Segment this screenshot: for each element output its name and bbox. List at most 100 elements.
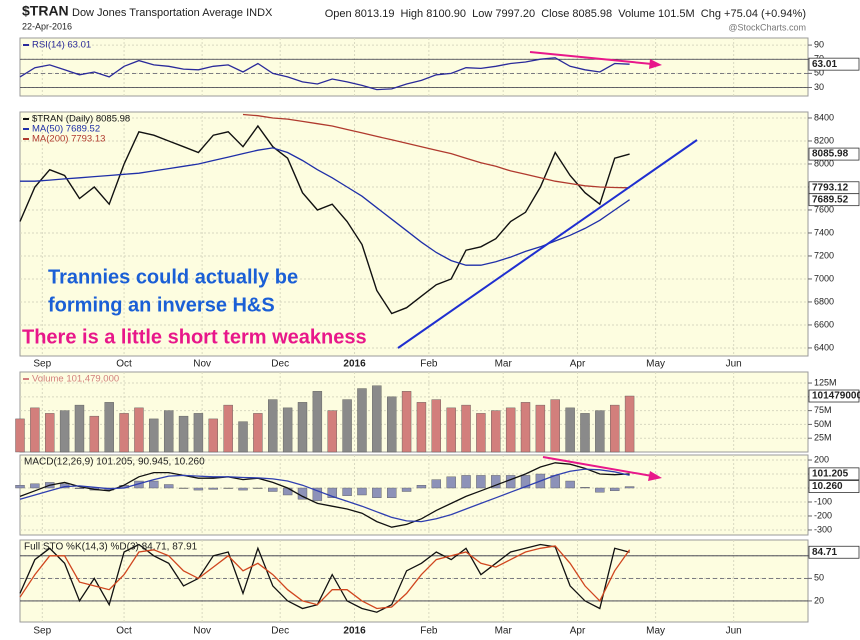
bar — [297, 402, 308, 453]
value-tag-label: 10.260 — [812, 481, 843, 492]
bar — [431, 479, 442, 489]
x-tick-label: Apr — [570, 626, 586, 637]
bar — [565, 407, 575, 453]
legend-entry: $TRAN (Daily) 8085.98 — [32, 114, 130, 125]
x-tick-label: May — [646, 359, 665, 370]
bar — [624, 395, 635, 453]
y-tick-label: 50 — [814, 68, 824, 78]
bar — [386, 487, 397, 498]
y-tick-label: 20 — [814, 595, 824, 605]
bar — [45, 413, 55, 453]
bar — [476, 475, 486, 489]
bar — [327, 410, 337, 453]
bar — [74, 487, 85, 489]
series-line — [19, 462, 630, 528]
bar — [580, 487, 590, 489]
y-tick-label: 125M — [814, 377, 837, 387]
value-tag-label: 101479000 — [812, 391, 860, 402]
x-tick-label: Dec — [271, 626, 289, 637]
bar — [15, 418, 25, 453]
series-line — [19, 545, 631, 610]
panel-background — [19, 37, 809, 97]
bar — [253, 413, 263, 453]
x-tick-label: Nov — [193, 359, 211, 370]
bar — [342, 487, 352, 496]
y-tick-label: 75M — [814, 405, 832, 415]
bar — [193, 413, 204, 453]
annotation: Trannies could actually be — [48, 266, 298, 288]
x-tick-label: Mar — [495, 359, 513, 370]
bar — [268, 487, 278, 492]
bar — [401, 391, 412, 453]
y-tick-label: 90 — [814, 39, 824, 49]
bar — [446, 476, 456, 489]
bar — [461, 475, 471, 489]
value-tag-label: 101.205 — [812, 468, 849, 479]
trendline — [397, 139, 698, 349]
bar — [163, 484, 174, 489]
bar — [476, 413, 486, 453]
y-tick-label: 200 — [814, 454, 829, 464]
y-tick-label: 7000 — [814, 273, 834, 283]
bar — [149, 480, 159, 489]
y-tick-label: 30 — [814, 82, 824, 92]
y-tick-label: 7400 — [814, 227, 834, 237]
x-tick-label: Sep — [33, 626, 51, 637]
x-tick-label: Oct — [116, 359, 132, 370]
series-line — [19, 543, 630, 613]
x-tick-label: Jun — [726, 359, 742, 370]
bar — [357, 487, 367, 496]
bar — [535, 404, 546, 453]
bar — [223, 404, 233, 453]
chart-title: Dow Jones Transportation Average INDX — [72, 7, 273, 19]
bar — [491, 410, 501, 453]
bar — [372, 385, 382, 453]
legend-entry: Volume 101,479,000 — [32, 374, 119, 385]
x-tick-label: Nov — [193, 626, 211, 637]
y-tick-label: -200 — [814, 510, 832, 520]
bar — [253, 487, 263, 489]
bar — [610, 404, 620, 453]
bar — [565, 480, 575, 489]
y-tick-label: 8000 — [814, 158, 834, 168]
bar — [491, 475, 501, 489]
legend-entry: MA(200) 7793.13 — [32, 134, 105, 145]
bar — [624, 486, 635, 489]
bar — [416, 485, 427, 489]
x-tick-label: May — [646, 626, 665, 637]
y-tick-label: 6600 — [814, 319, 834, 329]
x-tick-label: Oct — [116, 626, 132, 637]
bar — [163, 410, 174, 453]
bar — [59, 410, 70, 453]
value-tag — [808, 57, 860, 71]
y-tick-label: 7600 — [814, 204, 834, 214]
bar — [104, 402, 114, 453]
bar — [238, 421, 248, 453]
value-tag — [808, 545, 860, 559]
bar — [461, 404, 471, 453]
divergence-arrow — [529, 51, 653, 65]
bar — [89, 415, 100, 453]
x-tick-label: Jun — [726, 626, 742, 637]
bar — [327, 487, 337, 498]
y-tick-label: 25M — [814, 433, 832, 443]
bar — [238, 487, 248, 491]
arrowhead — [648, 471, 662, 481]
value-tag-label: 8085.98 — [812, 149, 849, 160]
value-tag — [808, 389, 860, 403]
y-tick-label: 8400 — [814, 112, 834, 122]
bar — [30, 483, 40, 489]
bar — [208, 418, 218, 453]
source: @StockCharts.com — [728, 22, 806, 32]
y-tick-label: 50 — [814, 573, 824, 583]
value-tag-label: 7793.12 — [812, 182, 849, 193]
bar — [119, 413, 129, 453]
value-tag — [808, 147, 860, 161]
bar — [580, 413, 590, 453]
bar — [282, 407, 293, 453]
bar — [357, 388, 367, 453]
bar — [372, 487, 382, 498]
value-tag-label: 63.01 — [812, 59, 837, 70]
bar — [15, 485, 25, 489]
bar — [149, 418, 159, 453]
